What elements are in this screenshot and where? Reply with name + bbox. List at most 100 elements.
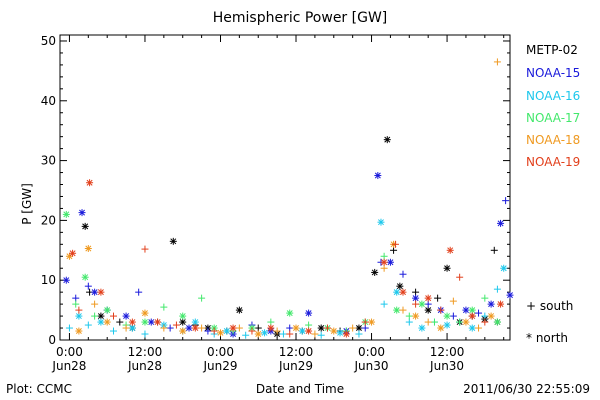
data-point xyxy=(229,324,237,332)
data-point xyxy=(342,330,350,338)
data-point xyxy=(456,318,464,326)
data-point xyxy=(399,288,407,296)
data-point xyxy=(393,306,401,314)
data-point xyxy=(160,324,168,332)
x-tick-label: 0:00 xyxy=(56,345,83,359)
data-point xyxy=(443,264,451,272)
data-point xyxy=(91,288,99,296)
data-point xyxy=(349,324,357,332)
data-point xyxy=(198,324,206,332)
data-point xyxy=(91,300,99,308)
x-tick-label: 0:00 xyxy=(358,345,385,359)
data-point xyxy=(500,264,508,272)
data-point xyxy=(103,306,111,314)
data-point xyxy=(235,324,243,332)
data-point xyxy=(286,324,294,332)
data-point xyxy=(84,321,92,329)
data-point xyxy=(393,288,401,296)
data-point xyxy=(412,300,420,308)
data-point xyxy=(179,312,187,320)
data-point xyxy=(424,306,432,314)
legend-symbol-north: * north xyxy=(526,331,568,345)
data-point xyxy=(86,179,94,187)
data-point xyxy=(361,318,369,326)
plot-timestamp: 2011/06/30 22:55:09 xyxy=(463,382,590,396)
y-axis-label: P [GW] xyxy=(19,183,34,225)
data-point xyxy=(141,330,149,338)
data-point xyxy=(437,324,445,332)
data-point xyxy=(487,312,495,320)
chart-title: Hemispheric Power [GW] xyxy=(212,10,388,26)
data-point xyxy=(216,329,224,337)
data-point xyxy=(72,300,80,308)
data-point xyxy=(412,312,420,320)
data-point xyxy=(386,258,394,266)
data-point xyxy=(128,318,136,326)
data-point xyxy=(418,324,426,332)
x-tick-label: 12:00 xyxy=(430,345,465,359)
data-point xyxy=(368,318,376,326)
data-point xyxy=(493,285,501,293)
data-point xyxy=(430,318,438,326)
data-point xyxy=(506,291,514,299)
y-tick-label: 30 xyxy=(41,154,56,168)
data-point xyxy=(481,318,489,326)
data-point xyxy=(355,324,363,332)
x-tick-label: Jun28 xyxy=(127,359,162,373)
y-tick-label: 40 xyxy=(41,94,56,108)
south-label: south xyxy=(539,299,574,313)
data-point xyxy=(336,329,344,337)
x-tick-label: 12:00 xyxy=(128,345,163,359)
x-axis-ticks: 0:00Jun2812:00Jun280:00Jun2912:00Jun290:… xyxy=(51,35,505,373)
data-point xyxy=(443,312,451,320)
x-tick-label: Jun30 xyxy=(429,359,464,373)
data-point xyxy=(286,309,294,317)
data-point xyxy=(147,318,155,326)
legend-item-noaa-15: NOAA-15 xyxy=(526,66,581,80)
data-point xyxy=(446,246,454,254)
data-point xyxy=(81,222,89,230)
data-point xyxy=(69,249,77,257)
data-point xyxy=(254,324,262,332)
data-point xyxy=(305,321,313,329)
data-point xyxy=(317,324,325,332)
data-point xyxy=(62,276,70,284)
north-label: north xyxy=(535,331,569,345)
data-point xyxy=(380,300,388,308)
data-point xyxy=(497,219,505,227)
data-point xyxy=(405,318,413,326)
data-point xyxy=(267,324,275,332)
data-point xyxy=(497,300,505,308)
data-point xyxy=(468,312,476,320)
plot-credit: Plot: CCMC xyxy=(6,382,72,396)
data-point xyxy=(154,318,162,326)
data-point xyxy=(198,294,206,302)
data-point xyxy=(475,309,483,317)
y-tick-label: 10 xyxy=(41,273,56,287)
data-point xyxy=(292,324,300,332)
data-point xyxy=(380,264,388,272)
data-point xyxy=(169,237,177,245)
data-point xyxy=(179,327,187,335)
data-point xyxy=(166,324,174,332)
legend-item-noaa-18: NOAA-18 xyxy=(526,133,581,147)
data-point xyxy=(380,252,388,260)
data-point xyxy=(235,306,243,314)
data-point xyxy=(456,273,464,281)
data-point xyxy=(78,209,86,217)
data-point xyxy=(323,324,331,332)
data-point xyxy=(273,327,281,335)
x-tick-label: Jun28 xyxy=(51,359,86,373)
data-point xyxy=(191,324,199,332)
data-point xyxy=(330,327,338,335)
data-point xyxy=(75,327,83,335)
data-point xyxy=(468,306,476,314)
data-point xyxy=(109,312,117,320)
data-point xyxy=(305,309,313,317)
data-point xyxy=(475,324,483,332)
data-point xyxy=(371,268,379,276)
data-point xyxy=(462,306,470,314)
data-point xyxy=(502,197,510,205)
data-point xyxy=(405,312,413,320)
